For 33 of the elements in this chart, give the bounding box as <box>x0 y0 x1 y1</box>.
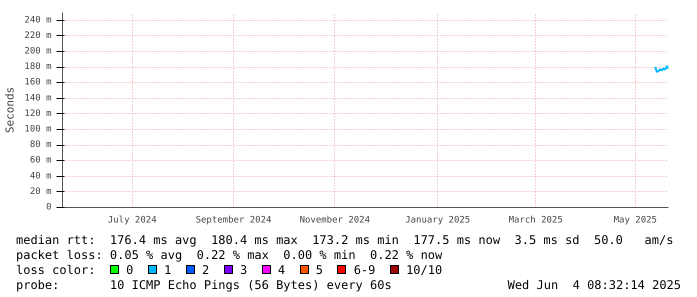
y-tick-label: 240 m <box>24 15 52 26</box>
y-tick-label: 0 <box>46 202 52 212</box>
y-tick-label: 100 m <box>24 124 52 134</box>
y-tick-label: 120 m <box>24 108 52 119</box>
y-tick-label: 60 m <box>30 156 52 166</box>
text: 6-9 <box>354 263 376 277</box>
y-tick-label: 80 m <box>30 140 52 150</box>
text: median rtt: 176.4 ms avg 180.4 ms max 173.2 ms min 177.5 ms now 3.5 ms sd 50.0 am/s <box>16 233 674 248</box>
text: probe: 10 ICMP Echo Pings (56 Bytes) every 60s <box>16 278 392 292</box>
x-tick-label: March 2025 <box>508 216 563 226</box>
text: 4 <box>278 263 286 277</box>
y-axis-title: Seconds <box>3 86 16 134</box>
y-tick-label: 20 m <box>30 186 52 197</box>
x-tick-label: July 2024 <box>108 216 157 226</box>
x-tick-label: May 2025 <box>614 216 657 226</box>
x-tick-label: January 2025 <box>405 216 470 226</box>
text: 10/10 <box>406 263 442 277</box>
text: loss color: <box>16 263 96 277</box>
y-tick-label: 200 m <box>24 46 52 56</box>
y-tick-label: 180 m <box>24 62 52 72</box>
y-tick-label: 40 m <box>30 171 52 182</box>
text: Wed Jun 4 08:32:14 2025 <box>508 278 681 293</box>
x-tick-label: September 2024 <box>196 216 272 226</box>
y-tick-label: 140 m <box>24 93 52 104</box>
text: 3 <box>240 263 248 277</box>
x-tick-label: November 2024 <box>300 216 370 226</box>
text: packet loss: 0.05 % avg 0.22 % max 0.00 % min 0.22 % now <box>16 248 444 263</box>
text: 5 <box>316 263 324 277</box>
text: 1 <box>164 263 172 277</box>
y-tick-label: 160 m <box>24 78 52 88</box>
text: 0 <box>126 263 134 277</box>
text: 2 <box>202 263 210 277</box>
y-tick-label: 220 m <box>24 30 52 41</box>
